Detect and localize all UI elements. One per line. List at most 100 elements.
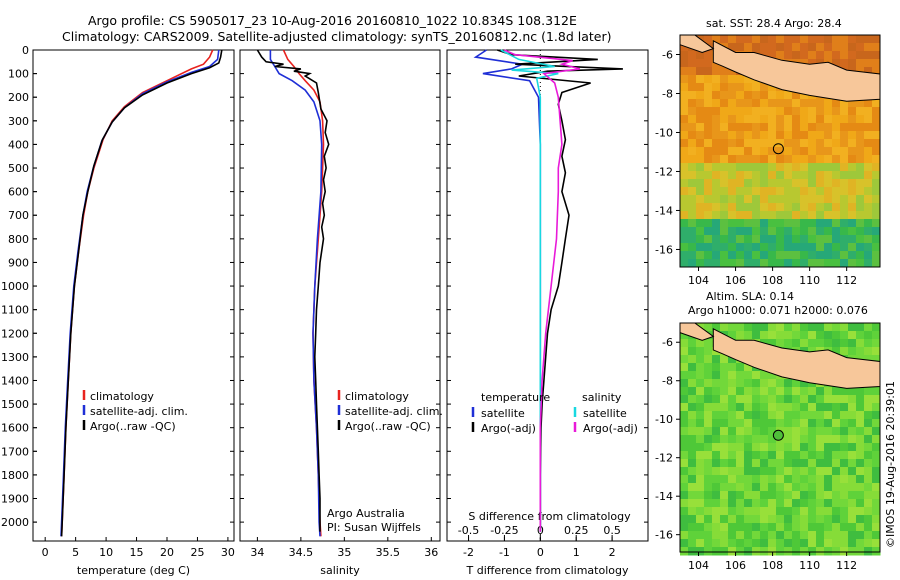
- sla_map-cell: [776, 523, 785, 532]
- sst_map-box: [679, 34, 881, 268]
- sla_map-cell: [872, 427, 881, 436]
- sst_map-cell: [776, 251, 785, 260]
- sst_map-cell: [736, 163, 745, 172]
- sst_map-cell: [728, 147, 737, 156]
- legend-label: Argo(-adj): [481, 422, 536, 435]
- sst_map-cell: [832, 203, 841, 212]
- sst_map-cell: [768, 203, 777, 212]
- sst_map-cell: [768, 227, 777, 236]
- legend-label: climatology: [345, 390, 409, 403]
- sla_map-cell: [760, 379, 769, 388]
- sla_map-cell: [704, 531, 713, 540]
- sla_map-cell: [736, 499, 745, 508]
- sla_map-cell: [848, 523, 857, 532]
- sla_map-cell: [800, 531, 809, 540]
- sst_map-cell: [864, 163, 873, 172]
- x-top-tick-label: 0.25: [564, 524, 589, 537]
- sst_map-cell: [848, 171, 857, 180]
- sst_map-cell: [824, 123, 833, 132]
- sst_map-cell: [768, 123, 777, 132]
- sst_map-cell: [696, 115, 705, 124]
- sst_map-cell: [736, 147, 745, 156]
- sst_map-cell: [720, 83, 729, 92]
- sst_map-cell: [832, 43, 841, 52]
- sst_map-cell: [792, 235, 801, 244]
- sst_map-cell: [840, 123, 849, 132]
- sla_map-cell: [688, 499, 697, 508]
- sla_map-cell: [856, 539, 865, 548]
- sla_map-cell: [864, 427, 873, 436]
- sla_map-cell: [824, 403, 833, 412]
- sst_map-cell: [856, 219, 865, 228]
- sla_map-cell: [776, 419, 785, 428]
- sst_map-cell: [864, 115, 873, 124]
- sst_map-cell: [680, 91, 689, 100]
- sst_map-cell: [848, 219, 857, 228]
- sst_map-cell: [680, 163, 689, 172]
- sst_map-cell: [784, 51, 793, 60]
- sst_map-cell: [704, 59, 713, 68]
- sst_map-cell: [680, 227, 689, 236]
- sst_map-cell: [800, 91, 809, 100]
- sla_map-cell: [864, 499, 873, 508]
- argo-float-marker: [772, 143, 784, 155]
- sst_map-cell: [808, 179, 817, 188]
- sst_map-cell: [680, 107, 689, 116]
- map-y-tick-label: -6: [662, 336, 673, 349]
- sla_map-cell: [816, 475, 825, 484]
- sst_map-cell: [680, 203, 689, 212]
- map-y-tick-label: -12: [655, 165, 673, 178]
- sla_map-cell: [776, 475, 785, 484]
- sla_map-cell: [808, 395, 817, 404]
- sst_map-cell: [768, 163, 777, 172]
- sla_map-cell: [712, 427, 721, 436]
- sst_map-cell: [792, 219, 801, 228]
- sla_map-cell: [792, 451, 801, 460]
- sst_map-cell: [848, 195, 857, 204]
- sst_map-cell: [688, 171, 697, 180]
- sst_map-cell: [784, 171, 793, 180]
- sla_map-cell: [736, 427, 745, 436]
- map-x-tick-label: 106: [725, 274, 746, 287]
- sst_map-cell: [760, 155, 769, 164]
- sla_map-cell: [824, 547, 833, 556]
- sst_map-cell: [848, 203, 857, 212]
- sst_map-cell: [752, 251, 761, 260]
- sst_map-cell: [864, 59, 873, 68]
- sla_map-cell: [832, 547, 841, 556]
- sst_map-cell: [784, 107, 793, 116]
- sst_map-cell: [840, 115, 849, 124]
- sst_map-cell: [752, 131, 761, 140]
- sst_map-cell: [768, 43, 777, 52]
- sla_map-cell: [760, 419, 769, 428]
- sla_map-cell: [864, 515, 873, 524]
- sla_map-cell: [824, 483, 833, 492]
- sla_map-cell: [704, 539, 713, 548]
- sla_map-cell: [808, 499, 817, 508]
- sla_map-cell: [776, 339, 785, 348]
- sst_map-cell: [824, 115, 833, 124]
- sla_map-cell: [728, 355, 737, 364]
- sla_map-cell: [688, 403, 697, 412]
- sla_map-cell: [824, 419, 833, 428]
- sst_map-cell: [864, 235, 873, 244]
- sst_map-cell: [736, 171, 745, 180]
- sst_map-cell: [712, 91, 721, 100]
- sst_map-cell: [816, 211, 825, 220]
- sla_map-cell: [760, 443, 769, 452]
- sla_map-cell: [776, 539, 785, 548]
- sst_map-cell: [784, 99, 793, 108]
- sla_map-cell: [808, 531, 817, 540]
- sla_map-cell: [792, 411, 801, 420]
- sla_map-cell: [832, 483, 841, 492]
- sla_map-cell: [800, 411, 809, 420]
- sst_map-cell: [712, 35, 721, 44]
- sla_map-cell: [792, 459, 801, 468]
- sst_map-cell: [728, 75, 737, 84]
- sst_map-cell: [800, 35, 809, 44]
- sla_map-cell: [736, 523, 745, 532]
- sla_map-cell: [736, 395, 745, 404]
- sst_map-cell: [760, 123, 769, 132]
- sst_map-cell: [792, 107, 801, 116]
- sst_map-cell: [744, 131, 753, 140]
